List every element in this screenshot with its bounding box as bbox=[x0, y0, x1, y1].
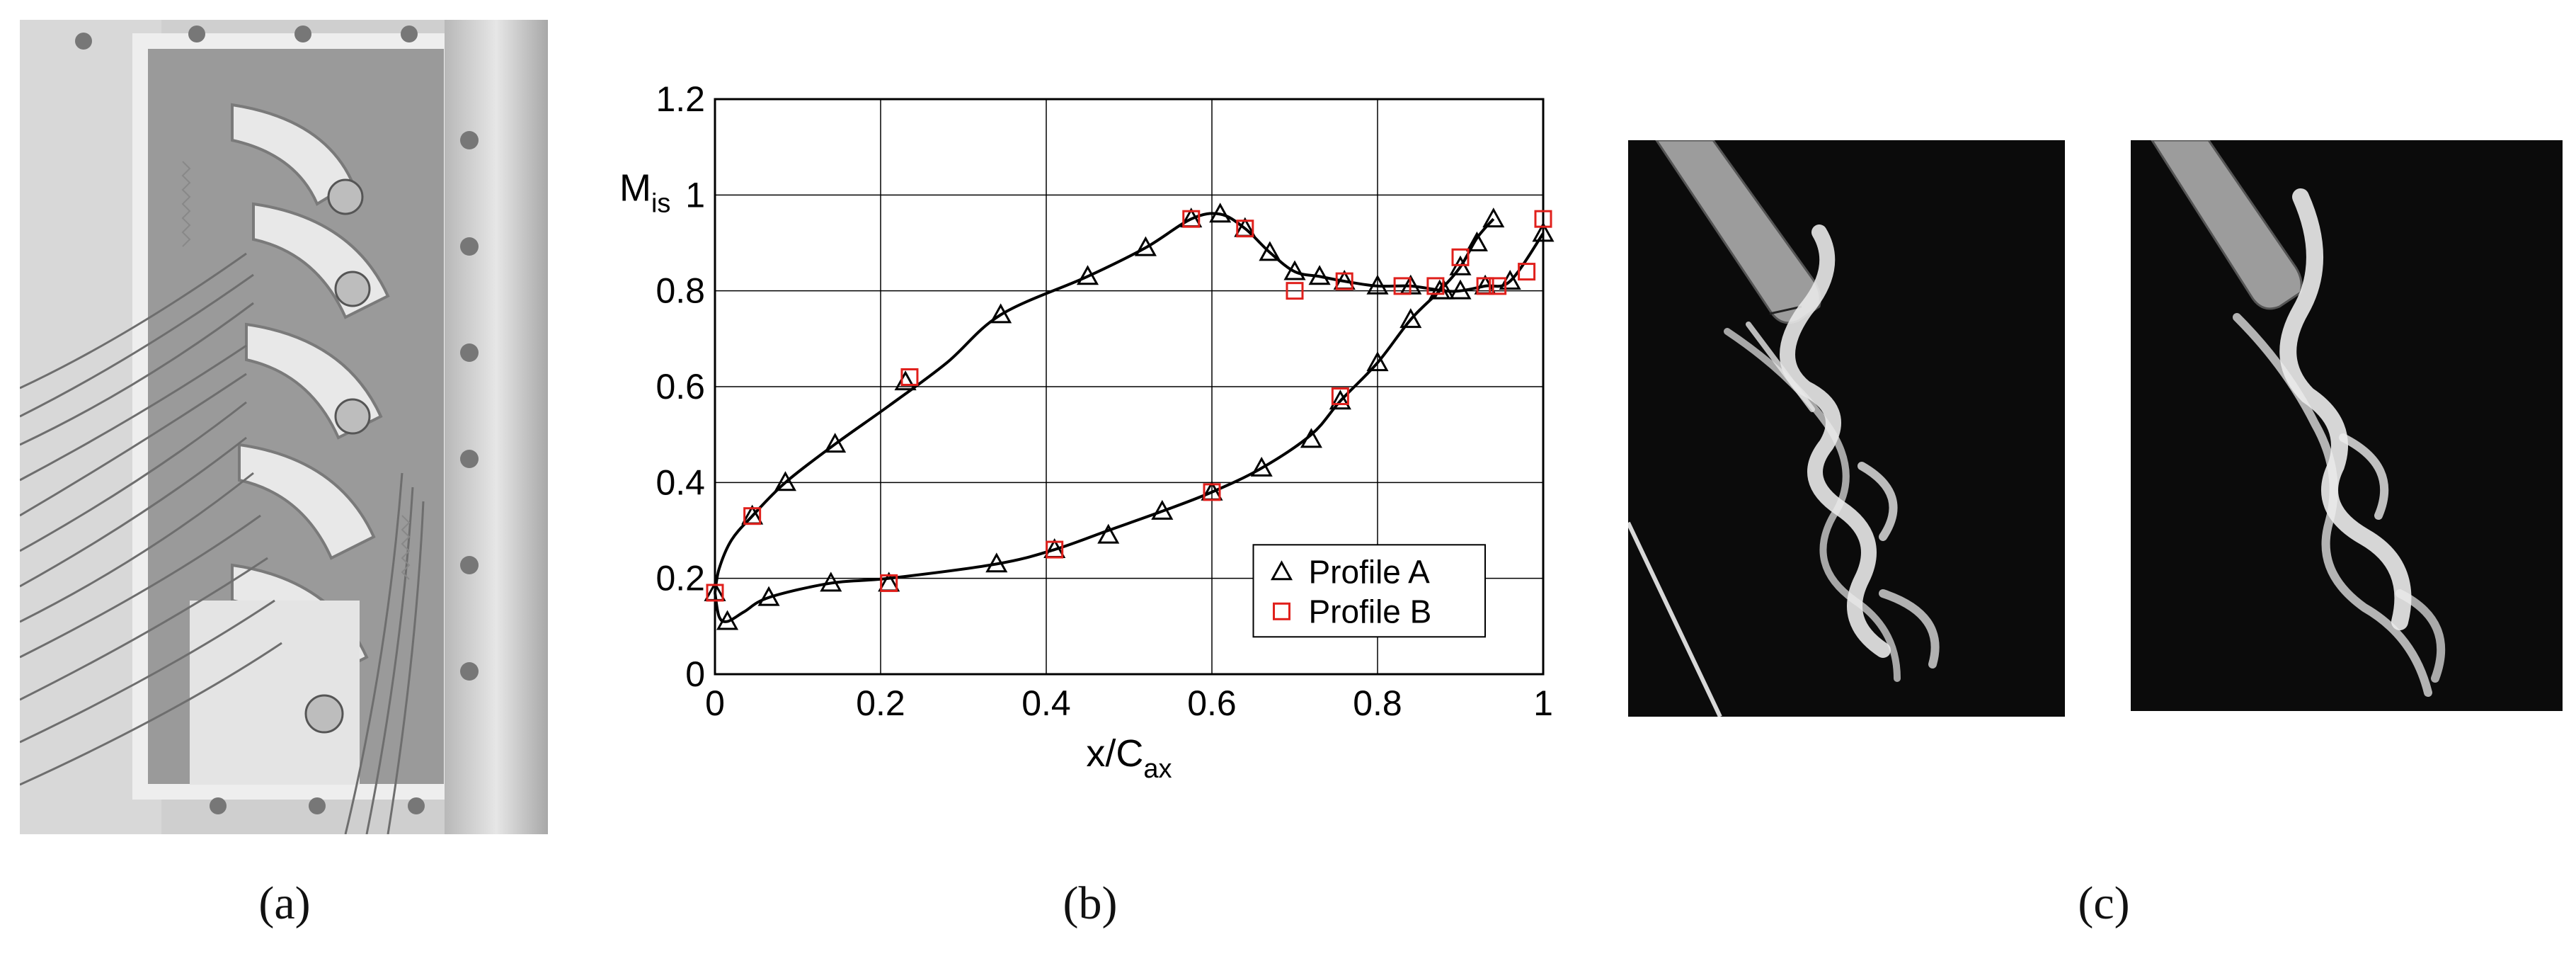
caption-c: (c) bbox=[2078, 877, 2130, 929]
y-axis-label: Mis bbox=[619, 166, 670, 218]
marker-profile-a bbox=[1076, 265, 1099, 285]
y-tick-label: 0.4 bbox=[656, 462, 705, 502]
marker-profile-b bbox=[1518, 263, 1536, 281]
marker-profile-a bbox=[1482, 207, 1505, 228]
flow-visualization-frame-2 bbox=[2131, 139, 2563, 711]
curve-pressure-side bbox=[714, 217, 1495, 623]
legend-marker-profile-b bbox=[1273, 602, 1290, 620]
legend-marker-profile-a bbox=[1270, 560, 1293, 581]
y-tick-label: 1.2 bbox=[656, 79, 705, 119]
marker-profile-b bbox=[1426, 277, 1445, 295]
marker-profile-a bbox=[1300, 428, 1322, 448]
legend-label-profile-b: Profile B bbox=[1309, 593, 1432, 630]
x-tick-label: 0.8 bbox=[1353, 683, 1402, 723]
x-tick-label: 0.2 bbox=[856, 683, 905, 723]
marker-profile-a bbox=[1097, 523, 1120, 544]
tick-labels: 0 0.2 0.4 0.6 0.8 1 0 0.2 0.4 0.6 0.8 1 1.2 bbox=[656, 79, 1552, 723]
y-tick-label: 1 bbox=[685, 175, 705, 215]
flow-visualization-frame-1 bbox=[1626, 139, 2065, 718]
marker-profile-b bbox=[706, 584, 724, 602]
y-tick-label: 0 bbox=[685, 654, 705, 694]
caption-b: (b) bbox=[1063, 877, 1118, 929]
marker-profile-a bbox=[757, 586, 780, 606]
marker-profile-a bbox=[1366, 274, 1389, 295]
marker-profile-a bbox=[820, 572, 842, 592]
x-axis-label: x/Cax bbox=[1086, 732, 1172, 784]
x-tick-label: 0.6 bbox=[1187, 683, 1237, 723]
marker-profile-b bbox=[1393, 277, 1412, 295]
marker-profile-a bbox=[1329, 389, 1351, 410]
legend-label-profile-a: Profile A bbox=[1309, 553, 1431, 590]
y-tick-label: 0.6 bbox=[656, 367, 705, 406]
data-markers bbox=[704, 203, 1555, 630]
marker-profile-a bbox=[1449, 279, 1472, 300]
marker-profile-a bbox=[985, 552, 1008, 573]
marker-profile-a bbox=[1366, 351, 1389, 372]
marker-profile-b bbox=[1489, 277, 1507, 295]
marker-profile-a bbox=[1209, 203, 1232, 223]
marker-profile-a bbox=[1465, 231, 1488, 251]
marker-profile-a bbox=[824, 433, 847, 453]
marker-profile-b bbox=[1203, 483, 1221, 501]
marker-profile-a bbox=[1151, 499, 1174, 520]
marker-profile-a bbox=[1250, 456, 1273, 477]
marker-profile-b bbox=[1236, 220, 1254, 238]
marker-profile-a bbox=[716, 610, 739, 630]
marker-profile-b bbox=[1182, 210, 1201, 228]
marker-profile-b bbox=[1286, 282, 1304, 300]
legend-box bbox=[1252, 544, 1486, 638]
marker-profile-b bbox=[1476, 277, 1494, 295]
marker-profile-b bbox=[1331, 387, 1349, 406]
curve-suction-side bbox=[714, 212, 1545, 593]
marker-profile-a bbox=[1399, 308, 1422, 329]
marker-profile-a bbox=[1134, 236, 1157, 256]
y-tick-label: 0.2 bbox=[656, 559, 705, 598]
x-tick-label: 1 bbox=[1533, 683, 1553, 723]
marker-profile-b bbox=[743, 507, 762, 525]
y-axis-label-sub: is bbox=[651, 188, 670, 218]
x-tick-label: 0 bbox=[705, 683, 725, 723]
marker-profile-b bbox=[1335, 272, 1353, 290]
marker-profile-b bbox=[880, 574, 898, 592]
marker-profile-b bbox=[1046, 540, 1064, 559]
x-axis-label-sub: ax bbox=[1143, 754, 1172, 784]
marker-profile-b bbox=[1534, 210, 1552, 228]
x-tick-label: 0.4 bbox=[1021, 683, 1071, 723]
marker-profile-a bbox=[1532, 222, 1555, 242]
caption-a: (a) bbox=[258, 877, 311, 929]
marker-profile-b bbox=[900, 368, 919, 386]
marker-profile-a bbox=[1259, 241, 1281, 261]
test-section-photo bbox=[19, 20, 548, 835]
marker-profile-a bbox=[1283, 260, 1306, 280]
marker-profile-a bbox=[990, 303, 1012, 324]
y-axis-label-main: M bbox=[619, 166, 651, 209]
y-tick-label: 0.8 bbox=[656, 271, 705, 311]
plot-frame bbox=[714, 98, 1545, 676]
marker-profile-a bbox=[774, 471, 796, 491]
mach-number-chart: 0 0.2 0.4 0.6 0.8 1 0 0.2 0.4 0.6 0.8 1 1.2 Mis x/Ca… bbox=[588, 57, 1600, 871]
marker-profile-b bbox=[1451, 248, 1470, 266]
x-axis-label-main: x/C bbox=[1086, 732, 1143, 775]
marker-profile-a bbox=[1308, 265, 1331, 285]
